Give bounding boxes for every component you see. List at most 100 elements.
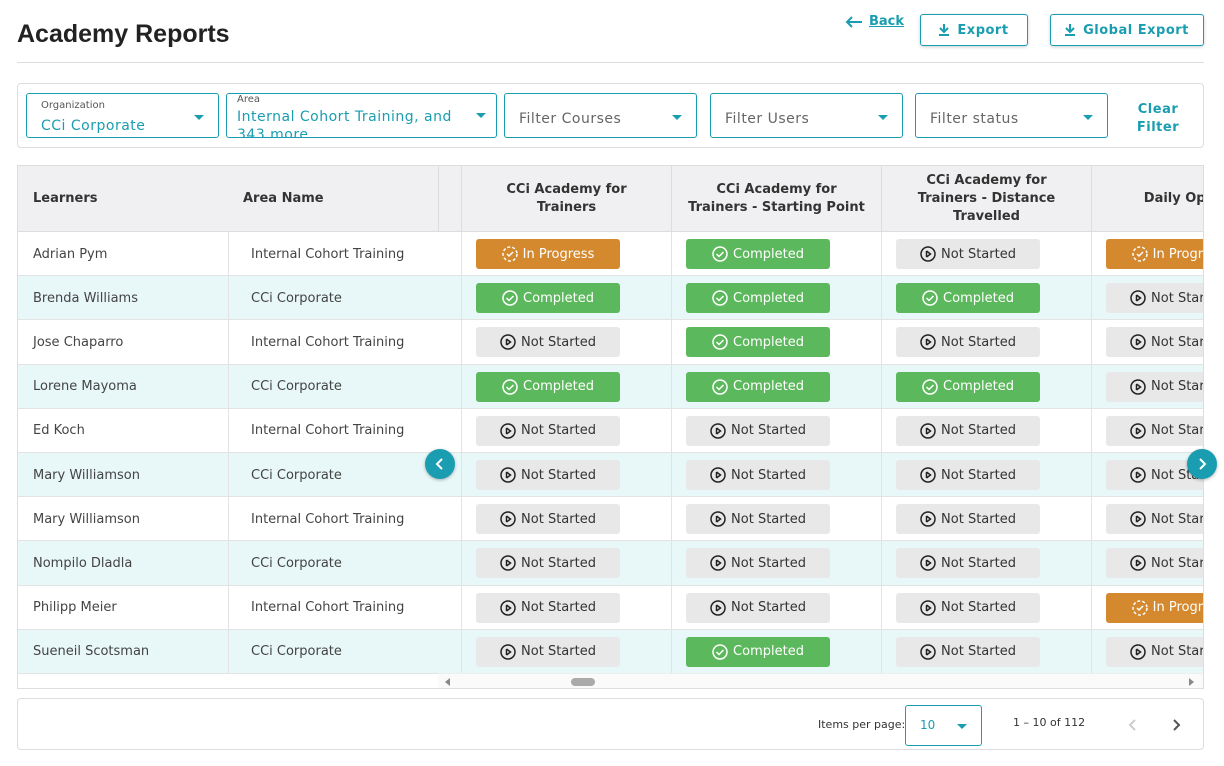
status-text: Not Started: [731, 423, 806, 438]
field-value: CCi Corporate: [41, 118, 145, 134]
area-cell: Internal Cohort Training: [228, 232, 438, 276]
prev-page[interactable]: [1123, 715, 1143, 735]
status-badge: Completed: [896, 283, 1040, 313]
status-cell: Completed: [671, 232, 881, 276]
learner-cell: Adrian Pym: [18, 232, 228, 276]
learner-cell: Jose Chaparro: [18, 320, 228, 364]
page-size: 10: [920, 718, 935, 732]
status-cell: Completed: [461, 276, 671, 320]
area-cell: CCi Corporate: [228, 630, 438, 674]
status-cell: Not Started: [881, 453, 1091, 497]
status-badge: Not Started: [1106, 637, 1204, 667]
field-label: Area: [237, 94, 260, 105]
status-cell: In Progress: [1091, 586, 1204, 630]
status-badge: Not Started: [476, 637, 620, 667]
paginator: Items per page: 10 1 – 10 of 112: [17, 698, 1204, 750]
status-select[interactable]: Filter status: [915, 93, 1108, 138]
status-badge: Not Started: [1106, 548, 1204, 578]
status-cell: Not Started: [1091, 409, 1204, 453]
learner-cell: Brenda Williams: [18, 276, 228, 320]
status-cell: Not Started: [881, 320, 1091, 364]
learner-cell: Nompilo Dladla: [18, 541, 228, 585]
status-cell: Not Started: [671, 541, 881, 585]
status-text: Not Started: [731, 600, 806, 615]
download-icon: [939, 24, 949, 36]
back-link[interactable]: Back: [845, 14, 904, 29]
status-text: Completed: [733, 335, 804, 350]
status-badge: Not Started: [896, 327, 1040, 357]
status-text: Completed: [943, 379, 1014, 394]
status-cell: Not Started: [461, 320, 671, 364]
status-badge: Not Started: [896, 239, 1040, 269]
field-value: Internal Cohort Training, and 343 more: [237, 108, 467, 138]
status-cell: Completed: [671, 276, 881, 320]
column-header: CCi Academy for Trainers - Distance Trav…: [881, 166, 1091, 232]
status-badge: Not Started: [896, 460, 1040, 490]
export-text: Export: [957, 23, 1008, 38]
learner-cell: Philipp Meier: [18, 586, 228, 630]
next-page[interactable]: [1166, 715, 1186, 735]
learner-cell: Sueneil Scotsman: [18, 630, 228, 674]
download-icon: [1065, 24, 1075, 36]
scroll-left-button[interactable]: [425, 449, 455, 479]
area-cell: Internal Cohort Training: [228, 497, 438, 541]
clear-filter[interactable]: Clear Filter: [1128, 101, 1188, 137]
status-badge: Not Started: [1106, 504, 1204, 534]
status-badge: Completed: [686, 283, 830, 313]
status-badge: Not Started: [896, 637, 1040, 667]
status-cell: In Progress: [461, 232, 671, 276]
status-text: Not Started: [521, 335, 596, 350]
status-badge: Completed: [686, 637, 830, 667]
status-cell: Not Started: [881, 232, 1091, 276]
status-text: Not Started: [1151, 379, 1204, 394]
status-text: Not Started: [941, 512, 1016, 527]
status-cell: Not Started: [671, 453, 881, 497]
status-text: Not Started: [521, 423, 596, 438]
column-header: Learners: [18, 166, 228, 232]
global-export-text: Global Export: [1083, 23, 1189, 38]
status-badge: Completed: [686, 239, 830, 269]
status-text: Not Started: [941, 247, 1016, 262]
status-badge: Not Started: [1106, 283, 1204, 313]
global-export-button[interactable]: Global Export: [1050, 14, 1204, 46]
courses-select[interactable]: Filter Courses: [504, 93, 697, 138]
range-label: 1 – 10 of 112: [1013, 716, 1085, 729]
status-cell: Not Started: [881, 630, 1091, 674]
status-cell: Not Started: [881, 497, 1091, 541]
learner-cell: Lorene Mayoma: [18, 365, 228, 409]
area-cell: CCi Corporate: [228, 365, 438, 409]
scroll-right-button[interactable]: [1187, 449, 1217, 479]
status-text: Completed: [943, 291, 1014, 306]
status-cell: Not Started: [881, 409, 1091, 453]
status-badge: Completed: [476, 283, 620, 313]
organization-select[interactable]: Organization CCi Corporate: [26, 93, 219, 138]
area-cell: Internal Cohort Training: [228, 409, 438, 453]
status-text: Not Started: [941, 335, 1016, 350]
page-size-select[interactable]: 10: [905, 705, 982, 746]
status-cell: Not Started: [461, 453, 671, 497]
area-cell: CCi Corporate: [228, 541, 438, 585]
status-cell: Not Started: [881, 586, 1091, 630]
status-text: Not Started: [941, 644, 1016, 659]
area-select[interactable]: Area Internal Cohort Training, and 343 m…: [226, 93, 497, 138]
users-select[interactable]: Filter Users: [710, 93, 903, 138]
learner-cell: Mary Williamson: [18, 453, 228, 497]
back-text: Back: [869, 14, 904, 29]
column-header: Daily Operatio: [1091, 166, 1204, 232]
placeholder: Filter Users: [725, 111, 809, 127]
status-text: Completed: [733, 644, 804, 659]
status-cell: Not Started: [461, 586, 671, 630]
learner-cell: Mary Williamson: [18, 497, 228, 541]
status-text: Not Started: [941, 600, 1016, 615]
status-cell: Completed: [671, 630, 881, 674]
status-cell: Completed: [671, 365, 881, 409]
status-cell: Completed: [881, 365, 1091, 409]
status-cell: Not Started: [1091, 365, 1204, 409]
status-cell: Not Started: [1091, 320, 1204, 364]
status-text: Not Started: [941, 556, 1016, 571]
status-text: Not Started: [941, 423, 1016, 438]
status-text: In Progress: [1153, 600, 1204, 615]
status-text: Not Started: [521, 468, 596, 483]
export-button[interactable]: Export: [920, 14, 1028, 46]
